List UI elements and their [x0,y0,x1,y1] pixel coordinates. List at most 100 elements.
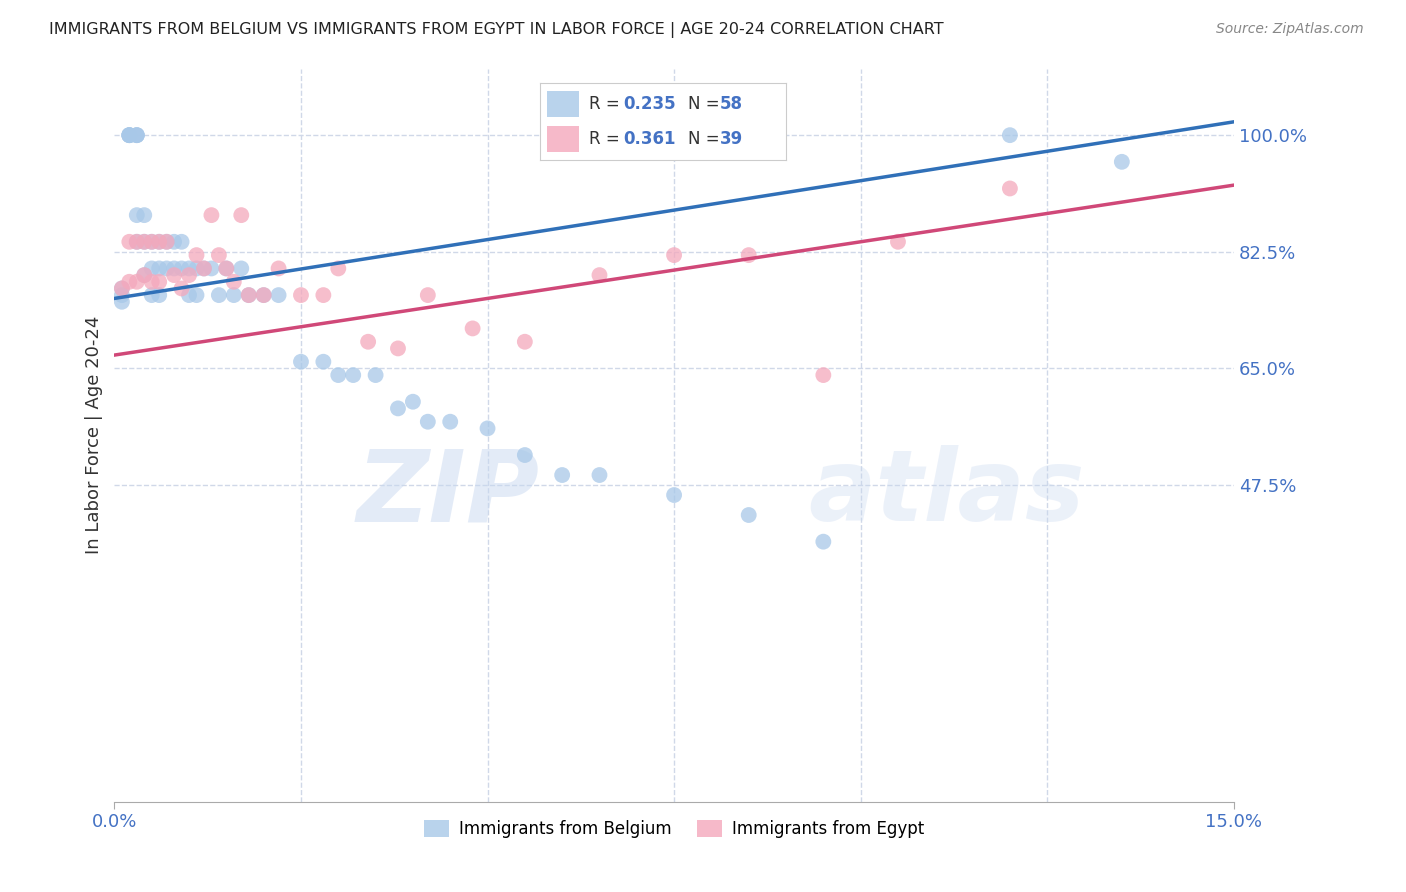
Point [111,281,134,295]
Point [662,248,685,262]
Point [186,248,208,262]
Point [231,208,253,222]
Point [118,275,141,289]
Point [738,248,761,262]
Point [118,128,141,143]
Point [312,355,335,369]
Point [148,235,170,249]
Point [387,401,409,416]
Point [156,235,179,249]
Text: ZIP: ZIP [357,445,540,542]
Point [111,294,134,309]
Point [1111,154,1133,169]
Point [163,268,186,282]
Point [253,288,276,302]
Point [253,288,276,302]
Point [118,128,141,143]
Point [125,128,148,143]
Point [328,261,350,276]
Point [215,261,238,276]
Point [177,268,200,282]
Point [416,288,439,302]
Point [290,355,312,369]
Point [387,342,409,356]
Point [125,128,148,143]
Point [215,261,238,276]
Point [118,128,141,143]
Point [200,261,222,276]
Point [193,261,215,276]
Point [125,208,148,222]
Point [134,235,156,249]
Point [170,261,193,276]
Point [662,488,685,502]
Point [357,334,380,349]
Y-axis label: In Labor Force | Age 20-24: In Labor Force | Age 20-24 [86,316,103,554]
Point [148,288,170,302]
Point [141,235,163,249]
Point [588,468,610,483]
Point [170,235,193,249]
Point [111,281,134,295]
Point [477,421,499,435]
Point [141,288,163,302]
Text: Source: ZipAtlas.com: Source: ZipAtlas.com [1216,22,1364,37]
Point [551,468,574,483]
Point [813,368,835,382]
Point [177,288,200,302]
Point [588,268,610,282]
Point [134,268,156,282]
Point [402,394,425,409]
Point [125,275,148,289]
Point [238,288,260,302]
Point [887,235,910,249]
Point [125,128,148,143]
Point [208,288,231,302]
Point [813,534,835,549]
Point [513,448,536,462]
Point [998,128,1021,143]
Point [267,288,290,302]
Point [134,235,156,249]
Point [177,261,200,276]
Point [186,261,208,276]
Point [156,261,179,276]
Point [186,288,208,302]
Point [200,208,222,222]
Point [461,321,484,335]
Point [238,288,260,302]
Point [148,261,170,276]
Point [163,235,186,249]
Point [148,235,170,249]
Point [156,235,179,249]
Point [141,261,163,276]
Point [208,248,231,262]
Legend: Immigrants from Belgium, Immigrants from Egypt: Immigrants from Belgium, Immigrants from… [418,813,931,845]
Point [111,288,134,302]
Point [148,275,170,289]
Point [125,235,148,249]
Point [118,235,141,249]
Point [231,261,253,276]
Point [170,281,193,295]
Point [364,368,387,382]
Point [738,508,761,522]
Point [416,415,439,429]
Point [328,368,350,382]
Point [439,415,461,429]
Point [222,275,245,289]
Point [134,268,156,282]
Point [267,261,290,276]
Point [222,288,245,302]
Point [141,275,163,289]
Text: atlas: atlas [808,445,1085,542]
Point [513,334,536,349]
Point [998,181,1021,195]
Point [118,128,141,143]
Point [290,288,312,302]
Point [125,235,148,249]
Point [193,261,215,276]
Point [342,368,364,382]
Point [312,288,335,302]
Point [141,235,163,249]
